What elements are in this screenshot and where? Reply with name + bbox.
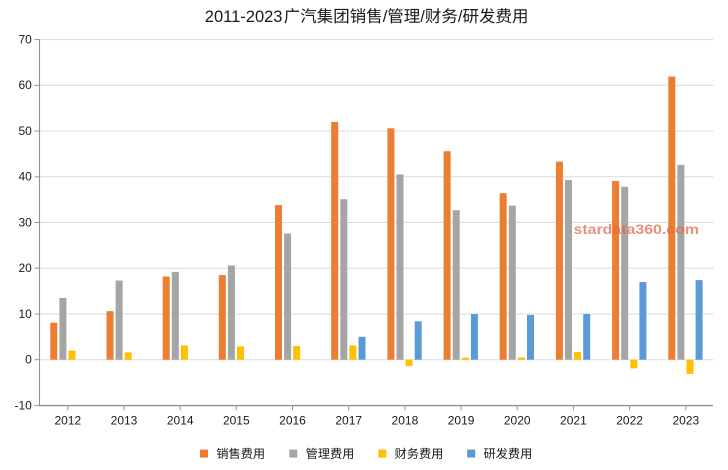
svg-text:2018: 2018 xyxy=(392,413,419,427)
svg-text:2016: 2016 xyxy=(279,413,306,427)
svg-text:50: 50 xyxy=(18,124,32,138)
svg-text:2014: 2014 xyxy=(167,413,194,427)
svg-text:/: / xyxy=(420,8,425,26)
svg-text:2017: 2017 xyxy=(335,413,362,427)
svg-text:70: 70 xyxy=(18,33,32,47)
svg-text:2019: 2019 xyxy=(448,413,475,427)
svg-text:/: / xyxy=(383,8,388,26)
svg-text:10: 10 xyxy=(18,307,32,321)
svg-text:2015: 2015 xyxy=(223,413,250,427)
svg-text:40: 40 xyxy=(18,170,32,184)
svg-text:0: 0 xyxy=(25,353,32,367)
svg-text:2021: 2021 xyxy=(560,413,587,427)
svg-text:2023: 2023 xyxy=(672,413,699,427)
svg-text:20: 20 xyxy=(18,261,32,275)
svg-text:60: 60 xyxy=(18,78,32,92)
svg-text:2012: 2012 xyxy=(54,413,81,427)
svg-text:/: / xyxy=(458,8,463,26)
svg-text:2022: 2022 xyxy=(616,413,643,427)
svg-text:2020: 2020 xyxy=(504,413,531,427)
svg-text:2013: 2013 xyxy=(111,413,138,427)
svg-text:30: 30 xyxy=(18,215,32,229)
svg-text:-10: -10 xyxy=(14,398,32,412)
svg-text:stardata360.com: stardata360.com xyxy=(574,221,700,237)
svg-text:2011-2023: 2011-2023 xyxy=(205,8,283,26)
